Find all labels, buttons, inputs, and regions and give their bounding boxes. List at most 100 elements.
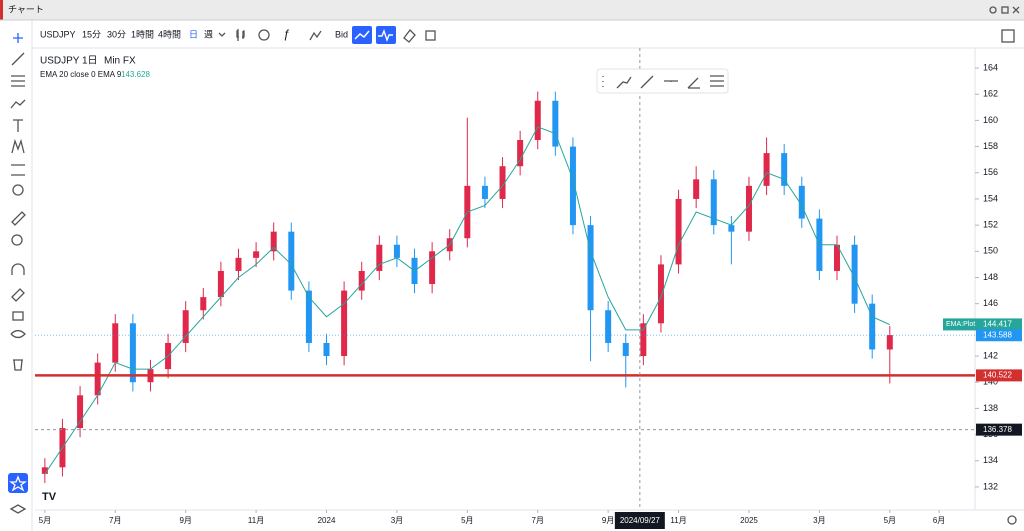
- candle-body: [534, 100, 541, 141]
- price-tick-label: 158: [983, 141, 998, 151]
- window-controls[interactable]: [989, 6, 1020, 14]
- time-tick-label: 9月: [179, 516, 191, 525]
- time-tick-label: 5月: [39, 516, 51, 525]
- pattern-tool[interactable]: [11, 138, 25, 154]
- tool[interactable]: [687, 77, 700, 89]
- candle-body: [270, 231, 277, 252]
- candle-body: [393, 244, 400, 258]
- price-label-name: EMA:Plot: [946, 321, 975, 328]
- candle-body: [41, 467, 48, 474]
- icon: [354, 30, 370, 40]
- tool[interactable]: [664, 80, 678, 82]
- tool[interactable]: [616, 76, 632, 89]
- price-tick-label: 154: [983, 193, 998, 203]
- left-toolbar: [8, 33, 28, 514]
- shape-tool[interactable]: [12, 184, 24, 196]
- text-tool[interactable]: [13, 119, 23, 132]
- candle-body: [112, 323, 119, 363]
- price-label: 143.588: [983, 330, 1012, 339]
- candle-body: [587, 225, 594, 311]
- candle-body: [657, 264, 664, 324]
- candle-body: [129, 323, 136, 383]
- candle-body: [305, 290, 312, 343]
- compare[interactable]: [258, 29, 270, 41]
- candle-body: [798, 185, 805, 219]
- delete-tool[interactable]: [13, 359, 23, 371]
- hide-tool[interactable]: [10, 329, 26, 339]
- measure-tool[interactable]: [11, 211, 26, 226]
- title-bar: [0, 0, 1024, 20]
- layout[interactable]: [425, 30, 436, 41]
- interval-button[interactable]: 週: [204, 29, 213, 39]
- candle-body: [77, 395, 84, 429]
- window-title: チャート: [8, 4, 44, 14]
- interval-button-active[interactable]: 日: [189, 29, 198, 39]
- lock-tool[interactable]: [12, 311, 24, 321]
- tool[interactable]: [640, 75, 654, 89]
- time-tick-label: 5月: [884, 516, 896, 525]
- price-tick-label: 162: [983, 89, 998, 99]
- templates[interactable]: [309, 30, 322, 41]
- price-tick-label: 138: [983, 403, 998, 413]
- price-label-name-box: [943, 318, 976, 331]
- interval-button[interactable]: 4時間: [158, 29, 181, 39]
- legend-symbol: USDJPY: [40, 56, 80, 67]
- icon: [9, 475, 27, 492]
- price-label-box: [976, 329, 1022, 342]
- candle-body: [200, 297, 207, 311]
- plot: [35, 48, 979, 513]
- candle-body: [745, 185, 752, 232]
- candle-body: [323, 342, 330, 357]
- price-tick-label: 160: [983, 115, 998, 125]
- crosshair-date: 2024/09/27: [620, 516, 661, 525]
- price-tick-label: 132: [983, 481, 998, 491]
- top-toolbar: USDJPY 15分 30分 1時間 4時間 日 週 ƒ Bid: [40, 26, 1015, 44]
- magnet-tool[interactable]: [11, 263, 25, 275]
- time-tick-label: 11月: [248, 516, 264, 525]
- chart-type[interactable]: [236, 29, 245, 41]
- candle-body: [569, 146, 576, 226]
- legend-source: Min FX: [104, 56, 136, 67]
- crosshair-date-box: [614, 512, 665, 529]
- axis-settings[interactable]: [1007, 515, 1017, 525]
- replay[interactable]: [403, 29, 416, 43]
- candle-body: [693, 179, 700, 199]
- object-tree[interactable]: [9, 504, 27, 514]
- candle-body: [710, 179, 717, 226]
- crosshair-price-box: [976, 423, 1022, 436]
- dropdown[interactable]: [218, 32, 226, 37]
- candle-body: [517, 140, 524, 167]
- time-tick-label: 7月: [109, 516, 121, 525]
- prediction-tool[interactable]: [11, 164, 25, 176]
- interval-button[interactable]: 1時間: [131, 29, 154, 39]
- floating-toolbar-box: [596, 68, 729, 94]
- time-tick-label: 2024: [318, 516, 336, 525]
- candle-body: [833, 244, 840, 271]
- lock-drawing[interactable]: [11, 288, 25, 302]
- crosshair-tool[interactable]: [13, 33, 23, 43]
- zoom-tool[interactable]: [11, 234, 23, 246]
- price-tick-label: 156: [983, 167, 998, 177]
- time-tick-label: 7月: [532, 516, 544, 525]
- favorites-button[interactable]: [8, 473, 28, 493]
- brush-tool[interactable]: [10, 99, 26, 109]
- icon: [378, 28, 393, 43]
- time-tick-label: 3月: [813, 516, 825, 525]
- symbol-button[interactable]: USDJPY: [40, 29, 76, 39]
- candle-body: [341, 290, 348, 357]
- interval-button[interactable]: 30分: [107, 29, 126, 39]
- settings[interactable]: [1001, 29, 1015, 43]
- price-label-box: [976, 369, 1022, 382]
- candle-body: [886, 335, 893, 350]
- candle-body: [552, 100, 559, 147]
- price-type-button[interactable]: Bid: [335, 29, 348, 39]
- line-tool[interactable]: [11, 52, 25, 66]
- interval-button[interactable]: 15分: [82, 29, 101, 39]
- indicators[interactable]: ƒ: [283, 27, 290, 41]
- fib-tool[interactable]: [11, 75, 25, 87]
- candle-body: [235, 257, 242, 271]
- candle-body: [376, 244, 383, 271]
- tool[interactable]: [710, 75, 724, 87]
- crosshair-price: 136.378: [983, 425, 1012, 434]
